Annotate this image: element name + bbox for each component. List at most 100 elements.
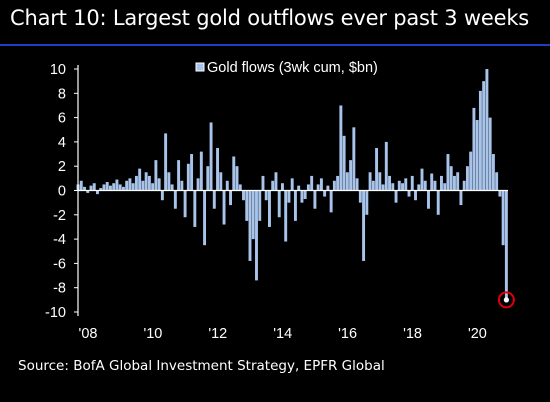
bar [196,178,200,191]
bar [141,180,145,191]
y-tick-label: 2 [58,159,66,175]
bar [290,178,294,191]
bar [193,190,197,227]
bar [258,190,262,221]
x-tick-label: '18 [403,326,422,342]
bar [316,184,320,191]
y-tick-label: 4 [58,135,66,151]
y-tick-label: -2 [53,208,66,224]
bar [504,190,508,300]
bar [358,190,362,203]
bar [443,183,447,191]
bar [446,154,450,191]
x-tick-label: '08 [79,326,98,342]
bar [404,178,408,191]
bar [300,190,304,203]
bar [410,175,414,191]
bar [342,135,346,191]
y-tick-label: -4 [53,232,66,248]
bar [232,156,236,191]
bar [268,190,271,227]
bar [264,190,268,201]
bar [440,175,443,191]
bar [89,185,93,191]
bar [313,190,317,209]
bar [229,190,232,206]
bar [164,133,168,191]
bar [420,168,424,191]
y-tick-label: -8 [53,281,66,297]
chart-area: 10 8 6 4 2 0 -2 -4 -6 -8 -10'08'10'12'14'16'18'20 … [0,46,550,346]
bar [498,190,502,197]
bar [96,190,99,195]
bar [352,127,356,191]
bar [491,154,495,191]
bar [99,188,103,191]
bar [423,180,427,191]
bar [209,122,213,191]
bar [495,172,499,191]
bar [329,190,333,213]
bar [173,190,177,209]
bar [238,184,242,191]
bar [310,175,314,191]
bar [427,190,430,209]
bar [144,172,148,191]
bar [349,160,353,191]
bars-layer [76,69,508,300]
bar [115,179,119,191]
bar [225,180,229,191]
bar [121,186,125,191]
bar [170,184,174,191]
bar [222,190,226,225]
bar [388,175,392,191]
bar [118,184,122,191]
bar [92,183,96,191]
y-tick-label: -10 [45,305,66,321]
bar [297,185,301,191]
bar [79,180,83,191]
bar [452,175,456,191]
bar [472,107,476,191]
bar [271,180,275,191]
bar [261,175,265,191]
bar [216,147,220,191]
y-tick-label: -6 [53,256,66,272]
bar [186,163,190,191]
bar [319,178,323,191]
bar [180,180,184,191]
bar [465,166,469,191]
bar [449,166,453,191]
bar [131,183,135,191]
bar [303,190,307,199]
bar [157,178,161,191]
bar [105,182,109,191]
bar [462,180,466,191]
bar [242,190,245,201]
bar [108,185,112,191]
legend-label: Gold flows (3wk cum, $bn) [207,60,378,76]
bar [245,190,249,221]
bar [199,151,203,191]
bar [287,190,291,203]
bar [391,183,395,191]
bar [177,160,181,191]
bar [482,81,486,191]
bar [365,190,369,215]
chart-svg: 1086420-2-4-6-8-10'08'10'12'14'16'18'20 … [45,60,515,342]
chart-title: Chart 10: Largest gold outflows ever pas… [10,6,530,30]
bar [293,190,297,221]
bar [128,178,132,191]
axes-layer: 10 8 6 4 2 0 -2 -4 -6 -8 -10 '08 '10 '12 '14 '16 '18 '20 [45,62,508,342]
x-tick-label: '14 [273,326,292,342]
bar [86,190,90,193]
bar [203,190,207,246]
bar [274,172,278,191]
bar [112,183,116,191]
bar [284,190,288,242]
bar [212,190,216,209]
bar [339,105,343,191]
bar [134,175,138,191]
bar [147,175,151,191]
bar [83,186,86,191]
